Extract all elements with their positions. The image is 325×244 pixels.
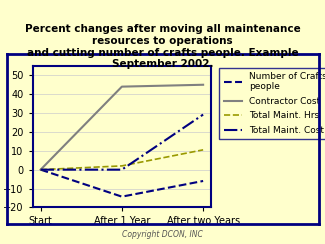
Legend: Number of Crafts
people, Contractor Cost, Total Maint. Hrs, Total Maint. Cost: Number of Crafts people, Contractor Cost… — [219, 68, 325, 139]
Text: Copyright DCON, INC: Copyright DCON, INC — [122, 230, 203, 239]
Text: Percent changes after moving all maintenance resources to operations
and cutting: Percent changes after moving all mainten… — [25, 24, 300, 69]
